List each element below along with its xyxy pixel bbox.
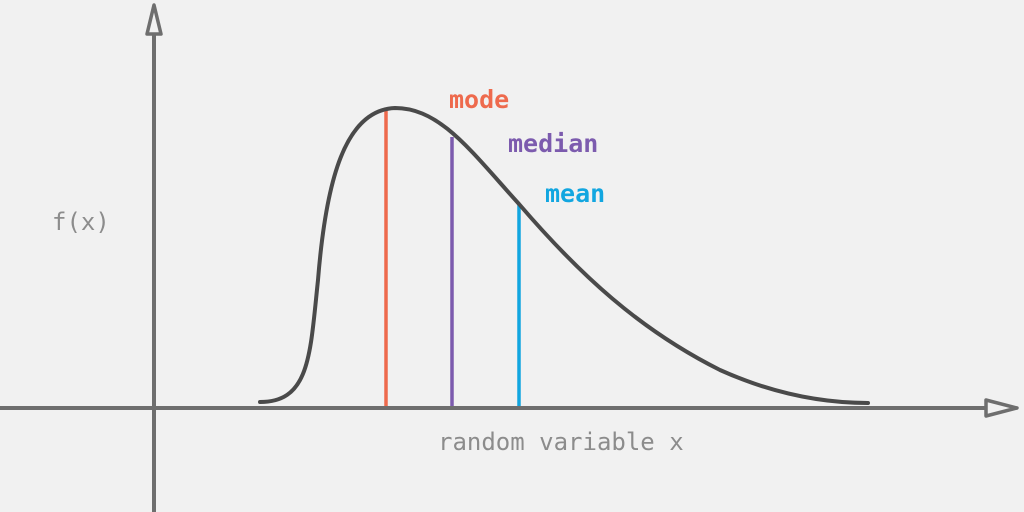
mode-label: mode [449, 85, 509, 114]
median-label: median [508, 129, 598, 158]
y-axis-label: f(x) [52, 208, 110, 236]
density-curve [258, 105, 870, 405]
x-axis-arrow-icon [984, 398, 1019, 418]
mean-label: mean [545, 179, 605, 208]
x-axis-label: random variable x [438, 428, 684, 456]
y-axis-arrow-icon [145, 3, 163, 36]
